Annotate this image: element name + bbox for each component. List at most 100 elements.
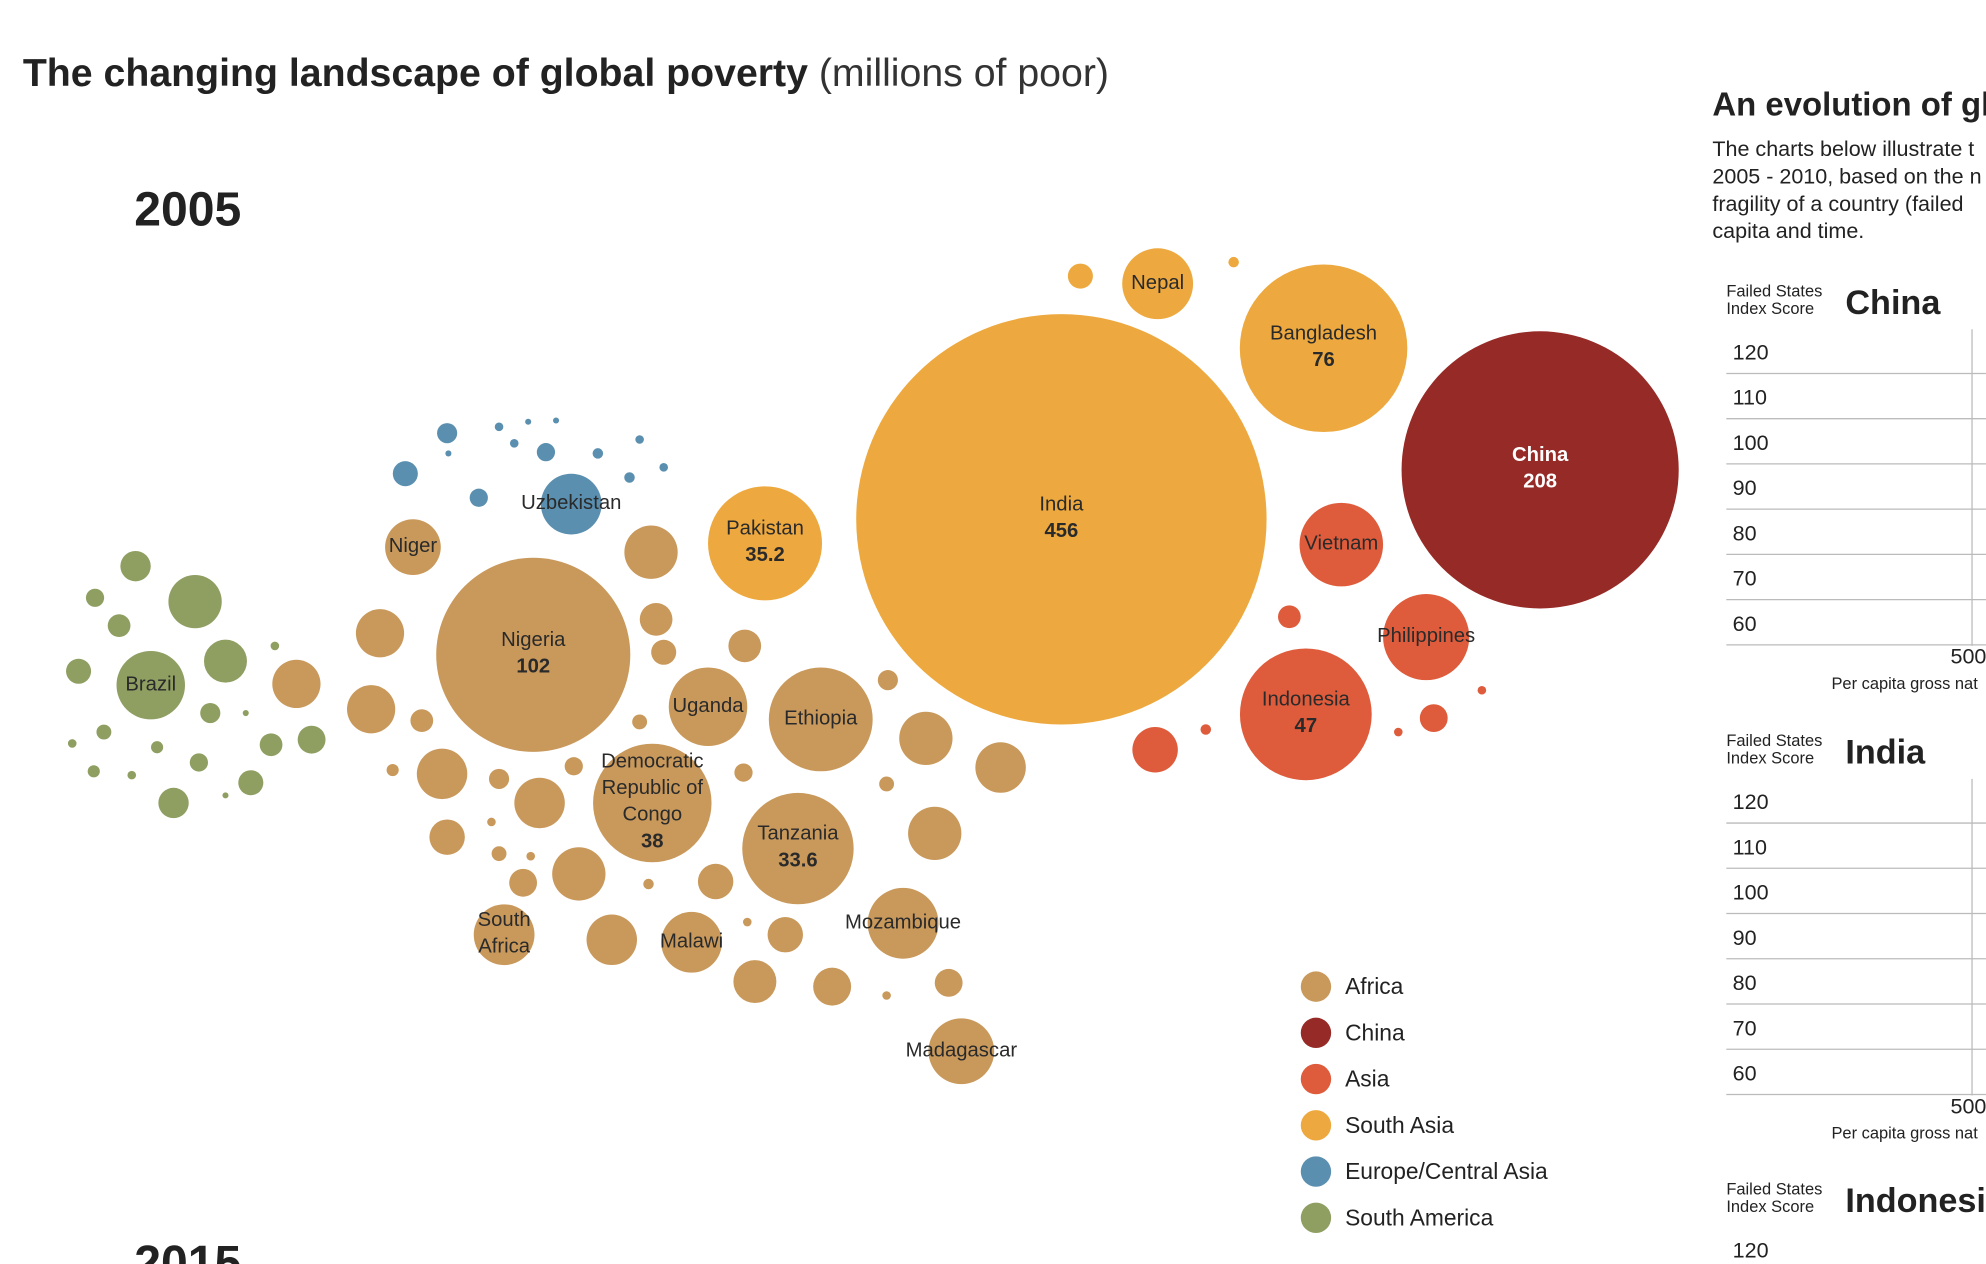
- bubble-label: Bangladesh 76: [1229, 279, 1419, 418]
- bubble: [768, 667, 873, 772]
- label-box: Tanzania 33.6: [703, 779, 893, 918]
- y-tick-label: 120: [1733, 790, 1769, 814]
- y-tick-label: 70: [1733, 1016, 1757, 1040]
- y-axis-label: Index Score: [1726, 1198, 1814, 1216]
- bubble: [624, 472, 635, 483]
- value-label: 76: [1312, 349, 1335, 372]
- country-name: Philippines: [1377, 625, 1476, 647]
- y-axis-label: Index Score: [1726, 300, 1814, 318]
- bubble: [242, 710, 249, 717]
- value-label: 33.6: [778, 849, 818, 872]
- bubble: [469, 488, 488, 507]
- legend-label: Europe/Central Asia: [1345, 1158, 1548, 1184]
- y-tick-label: 90: [1733, 476, 1757, 500]
- bubble: [635, 435, 644, 444]
- value-label: 456: [1044, 520, 1079, 543]
- bubble: [410, 709, 434, 733]
- side-paragraph-line: The charts below illustrate t: [1712, 137, 1974, 161]
- label-box: Bangladesh 76: [1229, 279, 1419, 418]
- label-box: China 208: [1445, 400, 1635, 539]
- bubble-label: Niger: [318, 477, 508, 616]
- bubble: [203, 639, 247, 683]
- bubble: [734, 763, 753, 782]
- country-name: Vietnam: [1304, 532, 1379, 555]
- label-box: India 456: [966, 450, 1156, 589]
- country-name: India: [1039, 494, 1084, 516]
- bubble: [928, 1018, 995, 1085]
- legend-label: South Asia: [1345, 1112, 1454, 1138]
- y-tick-label: 80: [1733, 521, 1757, 545]
- bubble: [553, 417, 560, 424]
- value-label: 208: [1523, 471, 1558, 493]
- bubble: [386, 763, 399, 777]
- label-box: Mozambique: [808, 854, 998, 993]
- country-name: Uganda: [672, 694, 744, 717]
- year-label: 2015: [134, 1236, 241, 1264]
- bubble-label: Tanzania 33.6: [703, 779, 893, 918]
- bubble: [624, 525, 678, 579]
- country-name: Tanzania: [757, 823, 839, 846]
- bubble-label: Democratic Republic of Congo 38: [601, 752, 703, 853]
- bubble: [639, 602, 673, 636]
- legend-swatch: [1300, 1156, 1332, 1187]
- legend-label: Africa: [1345, 973, 1404, 999]
- bubble: [127, 770, 137, 780]
- bubble: [708, 486, 823, 601]
- bubble: [436, 557, 631, 752]
- bubble: [392, 461, 418, 487]
- bubble: [270, 641, 280, 651]
- bubble: [272, 659, 321, 709]
- bubble: [540, 473, 602, 535]
- value-label: 35.2: [745, 544, 785, 567]
- country-name: South Africa: [477, 909, 531, 958]
- bubble-label: Ethiopia: [726, 650, 916, 789]
- bubble: [592, 448, 604, 459]
- country-name: Ethiopia: [784, 707, 858, 730]
- bubble: [659, 463, 668, 472]
- bubble: [445, 450, 452, 457]
- y-tick-label: 110: [1733, 386, 1767, 410]
- bubble: [651, 639, 677, 665]
- bubble: [259, 733, 283, 757]
- title-line: The changing landscape of global poverty…: [23, 51, 1109, 95]
- bubble-label: Philippines: [1331, 567, 1521, 706]
- bubble: [643, 878, 654, 890]
- x-tick-label: 500: [1950, 645, 1986, 669]
- bubble: [200, 702, 221, 724]
- label-box: Ethiopia: [726, 650, 916, 789]
- bubble-label: Nepal: [1131, 272, 1184, 294]
- bubble: [879, 776, 895, 792]
- y-tick-label: 70: [1733, 567, 1757, 591]
- bubble: [552, 847, 606, 901]
- bubble: [564, 757, 583, 776]
- bubble: [494, 422, 504, 432]
- y-tick-label: 100: [1733, 881, 1769, 905]
- bubble-label: Madagascar: [905, 1039, 1018, 1061]
- bubble: [1132, 727, 1178, 773]
- bubble: [934, 968, 963, 997]
- bubble: [509, 868, 538, 897]
- bubble: [158, 787, 189, 819]
- y-tick-label: 100: [1733, 431, 1769, 455]
- bubble: [593, 743, 712, 863]
- bubble: [66, 658, 92, 684]
- label-box: Niger: [318, 477, 508, 616]
- label-box: Philippines: [1331, 567, 1521, 706]
- bubble: [661, 911, 722, 973]
- bubble-label: Nigeria 102: [501, 630, 565, 678]
- value-label: 102: [516, 656, 551, 678]
- bubble: [697, 863, 734, 900]
- bubble: [733, 960, 777, 1004]
- bubble: [437, 423, 458, 444]
- country-name: Madagascar: [905, 1039, 1018, 1061]
- country-name: Niger: [388, 535, 438, 557]
- bubble: [525, 418, 532, 425]
- bubble: [1122, 248, 1194, 320]
- legend-swatch: [1300, 971, 1332, 1002]
- bubble: [586, 914, 638, 966]
- bubble-label: India 456: [966, 450, 1156, 589]
- y-axis-label: Failed States: [1726, 732, 1822, 750]
- y-tick-label: 120: [1733, 1238, 1769, 1262]
- bubble: [536, 443, 556, 462]
- bubble: [509, 438, 519, 448]
